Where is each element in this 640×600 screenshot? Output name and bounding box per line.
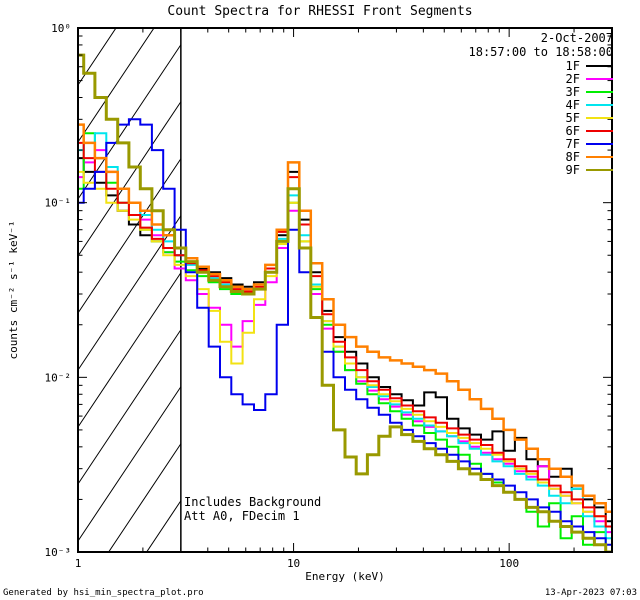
footer-timestamp: 13-Apr-2023 07:03 [544, 588, 637, 598]
legend-entry-line [586, 155, 613, 158]
legend-entry-5F: 5F [469, 110, 613, 125]
legend-entry-label: 5F [565, 110, 580, 125]
annotation-attenuator-state: Att A0, FDecim 1 [184, 509, 300, 523]
x-tick-label: 100 [499, 557, 519, 570]
legend-entry-9F: 9F [469, 162, 613, 177]
legend-entry-label: 2F [565, 71, 580, 86]
chart-title: Count Spectra for RHESSI Front Segments [167, 4, 473, 19]
legend-entry-label: 4F [565, 97, 580, 112]
legend-date: 2-Oct-2007 [540, 31, 613, 45]
legend-entry-label: 8F [565, 149, 580, 164]
x-tick-label: 1 [75, 557, 82, 570]
y-tick-label: 10⁻¹ [45, 197, 72, 210]
legend-entry-line [586, 116, 613, 119]
series-7F-line [78, 118, 612, 546]
series-8F-line [78, 123, 612, 513]
x-axis-label: Energy (keV) [305, 570, 384, 583]
legend-entry-label: 6F [565, 123, 580, 138]
x-tick-label: 10 [287, 557, 300, 570]
y-axis-label: counts cm⁻² s⁻¹ keV⁻¹ [7, 220, 20, 359]
y-tick-label: 10⁻² [45, 371, 72, 384]
legend-entry-2F: 2F [469, 71, 613, 86]
legend-entry-label: 7F [565, 136, 580, 151]
legend-entry-3F: 3F [469, 84, 613, 99]
annotation-includes-background: Includes Background [184, 495, 322, 509]
legend-entry-8F: 8F [469, 149, 613, 164]
legend-entry-label: 3F [565, 84, 580, 99]
series-6F-line [78, 141, 612, 528]
series-1F-line [78, 157, 612, 523]
legend-entries: 1F 2F 3F 4F 5F 6F 7F 8F 9F [469, 58, 613, 177]
legend-entry-label: 1F [565, 58, 580, 73]
legend-entry-6F: 6F [469, 123, 613, 138]
legend-entry-line [586, 129, 613, 132]
legend: 2-Oct-2007 18:57:00 to 18:58:00 1F 2F 3F 4F… [468, 31, 614, 177]
y-tick-label: 10⁰ [51, 22, 71, 35]
legend-entry-line [586, 103, 613, 106]
legend-entry-line [586, 142, 613, 145]
legend-entry-1F: 1F [469, 58, 613, 73]
legend-entry-line [586, 64, 613, 67]
legend-entry-7F: 7F [469, 136, 613, 151]
y-tick-label: 10⁻³ [45, 546, 72, 559]
legend-entry-4F: 4F [469, 97, 613, 112]
legend-entry-line [586, 90, 613, 93]
series-9F-line [78, 53, 612, 552]
footer-generator-label: Generated by hsi_min_spectra_plot.pro [3, 588, 204, 598]
plot-border [77, 27, 613, 553]
plot-annotations: Includes Background Att A0, FDecim 1 [184, 495, 321, 523]
legend-time-range: 18:57:00 to 18:58:00 [468, 45, 614, 59]
legend-entry-line [586, 77, 613, 80]
legend-entry-line [586, 168, 613, 171]
legend-entry-label: 9F [565, 162, 580, 177]
